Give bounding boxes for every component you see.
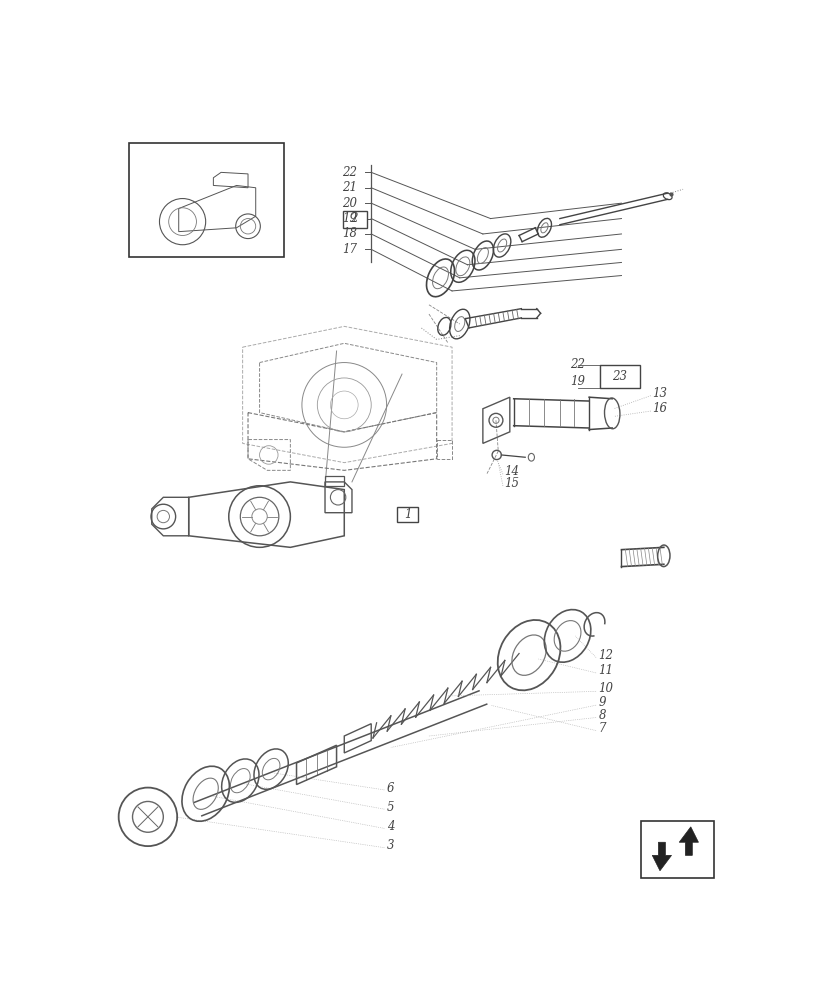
Text: 1: 1 <box>404 508 411 521</box>
Bar <box>600 365 639 388</box>
Text: 10: 10 <box>598 682 613 695</box>
Text: 13: 13 <box>652 387 667 400</box>
Text: 6: 6 <box>386 782 394 795</box>
Text: 21: 21 <box>342 181 356 194</box>
Text: 11: 11 <box>598 664 613 677</box>
Text: 9: 9 <box>598 696 605 709</box>
Text: 2: 2 <box>350 212 357 225</box>
Text: 17: 17 <box>342 243 356 256</box>
Bar <box>396 507 418 522</box>
Text: 19: 19 <box>342 212 356 225</box>
Text: 12: 12 <box>598 649 613 662</box>
Text: 23: 23 <box>611 370 627 383</box>
Text: 4: 4 <box>386 820 394 833</box>
Text: 16: 16 <box>652 402 667 415</box>
Text: 20: 20 <box>342 197 356 210</box>
Text: 3: 3 <box>386 839 394 852</box>
Polygon shape <box>652 842 671 871</box>
Text: 18: 18 <box>342 227 356 240</box>
Bar <box>640 821 713 878</box>
Text: 19: 19 <box>569 375 584 388</box>
Text: 15: 15 <box>504 477 519 490</box>
Text: 5: 5 <box>386 801 394 814</box>
Bar <box>128 143 284 257</box>
Text: 22: 22 <box>342 166 356 179</box>
Text: 7: 7 <box>598 722 605 735</box>
Bar <box>342 211 367 228</box>
Text: 14: 14 <box>504 465 519 478</box>
Text: 22: 22 <box>569 358 584 371</box>
Polygon shape <box>678 827 698 855</box>
Text: 8: 8 <box>598 709 605 722</box>
